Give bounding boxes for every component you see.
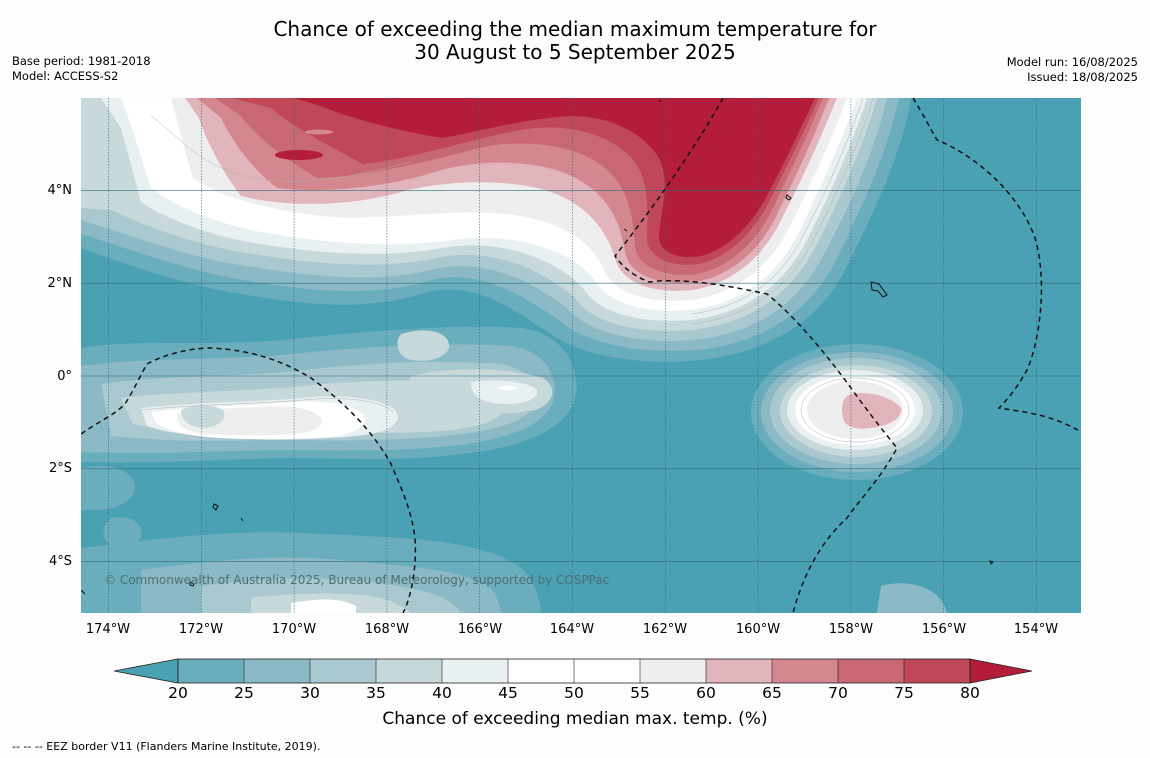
base-period-text: Base period: 1981-2018 [12,54,151,68]
meta-right: Model run: 16/08/2025 Issued: 18/08/2025 [1007,55,1138,85]
colorbar-segment [904,659,970,683]
colorbar-segment [310,659,376,683]
lon-label-154w: 154°W [1013,622,1059,637]
colorbar-tick-label: 75 [894,684,914,702]
forecast-map [81,98,1081,613]
colorbar-tick-label: 20 [168,684,188,702]
meta-left: Base period: 1981-2018 Model: ACCESS-S2 [12,54,151,84]
colorbar-segment [244,659,310,683]
colorbar-tick-label: 35 [366,684,386,702]
islands [81,99,994,595]
map-panel [81,98,1081,613]
lat-label-4s: 4°S [48,554,72,569]
colorbar-tick-label: 40 [432,684,452,702]
colorbar-segment [640,659,706,683]
colorbar-segment [706,659,772,683]
lon-label-168w: 168°W [364,622,410,637]
lat-label-0: 0° [57,369,72,384]
colorbar-segment [376,659,442,683]
lon-label-158w: 158°W [828,622,874,637]
colorbar-tick-label: 45 [498,684,518,702]
lat-label-2s: 2°S [48,461,72,476]
colorbar-tick-label: 55 [630,684,650,702]
east-warm-blob [751,344,963,480]
lat-label-4n: 4°N [47,183,73,198]
issued-text: Issued: 18/08/2025 [1027,70,1138,84]
colorbar-segment [178,659,244,683]
colorbar-title: Chance of exceeding median max. temp. (%… [382,709,768,729]
lon-label-164w: 164°W [549,622,595,637]
colorbar-segment [574,659,640,683]
lat-label-2n: 2°N [47,276,73,291]
graticule [81,98,1081,613]
north-warm-region [81,98,911,362]
lon-label-160w: 160°W [735,622,781,637]
south-cool-region [81,465,947,613]
lon-label-156w: 156°W [921,622,967,637]
copyright-credit: © Commonwealth of Australia 2025, Bureau… [104,573,610,587]
colorbar-tick-label: 65 [762,684,782,702]
eez-borders [81,98,1081,613]
colorbar-tick-label: 80 [960,684,980,702]
lon-label-166w: 166°W [457,622,503,637]
lon-label-170w: 170°W [271,622,317,637]
colorbar-tick-label: 25 [234,684,254,702]
title-line-1: Chance of exceeding the median maximum t… [273,17,877,41]
colorbar-tick-label: 60 [696,684,716,702]
colorbar-tick-label: 70 [828,684,848,702]
colorbar-segment [508,659,574,683]
colorbar-tick-label: 30 [300,684,320,702]
west-equatorial-region [81,326,577,463]
lon-label-174w: 174°W [85,622,131,637]
colorbar-extend-high [969,658,1033,684]
colorbar-segment [772,659,838,683]
lon-label-162w: 162°W [642,622,688,637]
colorbar-graphic [113,658,1033,684]
eez-footnote: -- -- -- EEZ border V11 (Flanders Marine… [12,740,321,753]
model-text: Model: ACCESS-S2 [12,69,119,83]
lon-label-172w: 172°W [178,622,224,637]
colorbar-segment [442,659,508,683]
colorbar-extend-low [113,658,179,684]
title-line-2: 30 August to 5 September 2025 [414,40,736,64]
chart-title: Chance of exceeding the median maximum t… [0,18,1150,64]
colorbar [113,658,1036,684]
model-run-text: Model run: 16/08/2025 [1006,55,1138,69]
colorbar-segment [838,659,904,683]
colorbar-tick-label: 50 [564,684,584,702]
